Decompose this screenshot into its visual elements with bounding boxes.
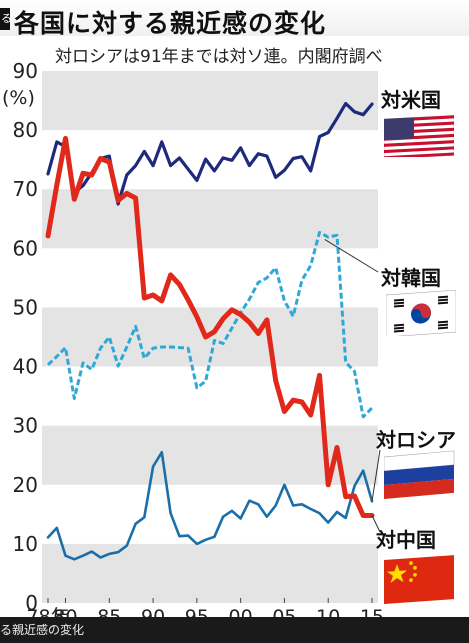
series-line bbox=[45, 135, 375, 518]
grid-band bbox=[42, 189, 378, 249]
header-tab-text: る bbox=[1, 12, 12, 25]
footer-caption: る親近感の変化 bbox=[0, 623, 85, 637]
header-tab bbox=[0, 8, 10, 30]
series-label-kr: 対韓国 bbox=[381, 266, 441, 290]
kr-leader-line bbox=[324, 239, 379, 273]
kr-flag-icon bbox=[386, 290, 456, 336]
chart-title: 各国に対する親近感の変化 bbox=[14, 9, 327, 38]
ru-leader-line bbox=[371, 449, 381, 502]
grid-band bbox=[42, 71, 378, 131]
y-axis-label: (%) bbox=[2, 87, 35, 109]
cn-leader-line bbox=[371, 515, 381, 533]
series-line bbox=[46, 230, 374, 419]
y-tick-label: 40 bbox=[13, 355, 38, 379]
y-tick-label: 10 bbox=[13, 532, 38, 556]
cn-flag-icon bbox=[384, 555, 454, 604]
ru-flag-icon bbox=[384, 450, 455, 499]
chart-subtitle: 対ロシアは91年までは対ソ連。内閣府調べ bbox=[55, 47, 383, 67]
y-tick-label: 30 bbox=[13, 414, 38, 438]
y-tick-label: 70 bbox=[13, 177, 38, 201]
footer-bar: る親近感の変化 bbox=[0, 617, 469, 643]
header-bar: る 各国に対する親近感の変化 bbox=[0, 0, 469, 38]
y-tick-label: 20 bbox=[13, 473, 38, 497]
grid-band bbox=[42, 543, 378, 603]
y-tick-label: 60 bbox=[13, 236, 38, 260]
y-tick-label: 90 bbox=[13, 59, 38, 83]
y-tick-label: 0 bbox=[25, 591, 38, 615]
series-label-us: 対米国 bbox=[381, 88, 441, 112]
y-tick-label: 50 bbox=[13, 295, 38, 319]
series-label-cn: 対中国 bbox=[376, 528, 436, 552]
us-flag-icon bbox=[384, 115, 454, 157]
y-tick-label: 80 bbox=[13, 118, 38, 142]
series-line bbox=[46, 450, 374, 561]
series-label-ru: 対ロシア bbox=[376, 428, 456, 452]
